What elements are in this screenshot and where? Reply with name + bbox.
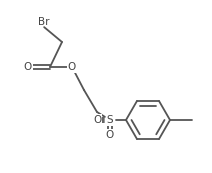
Text: O: O [68, 62, 76, 72]
Text: O: O [106, 130, 114, 140]
Text: S: S [107, 115, 113, 125]
Text: O: O [24, 62, 32, 72]
Text: Br: Br [38, 17, 49, 27]
Text: O: O [93, 115, 101, 125]
